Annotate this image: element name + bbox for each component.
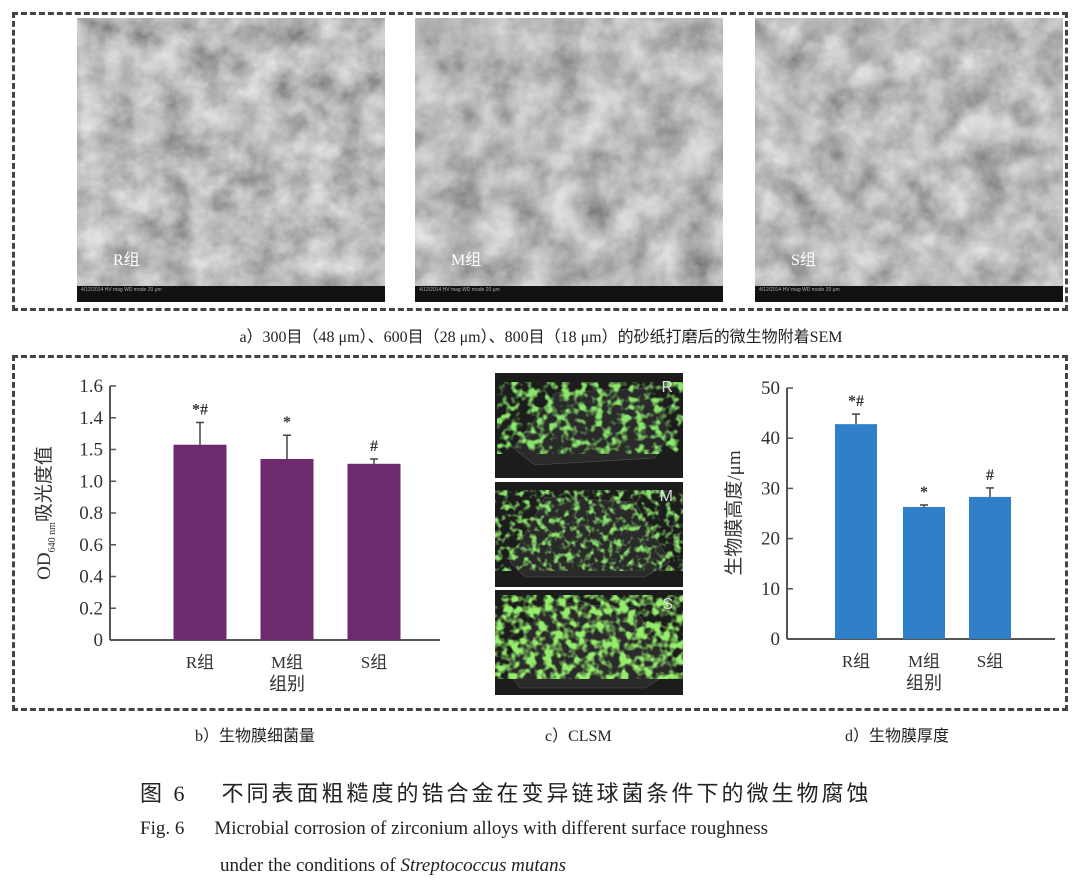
sem-image-m: M组 4/12/2014 HV mag WD mode 20 μm xyxy=(415,18,723,302)
y-tick-label: 0.8 xyxy=(79,503,103,524)
sem-footer: 4/12/2014 HV mag WD mode 20 μm xyxy=(755,286,1063,302)
bar xyxy=(173,444,227,640)
species-name: Streptococcus mutans xyxy=(400,855,566,876)
significance-marker: # xyxy=(986,467,994,484)
x-tick-label: S组 xyxy=(977,652,1003,671)
bar xyxy=(903,506,945,639)
significance-marker: *# xyxy=(192,402,208,419)
y-tick-label: 1.6 xyxy=(79,376,103,397)
significance-marker: * xyxy=(283,414,291,431)
y-tick-label: 40 xyxy=(761,428,780,449)
y-tick-label: 1.0 xyxy=(79,471,103,492)
significance-marker: * xyxy=(920,484,928,501)
y-tick-label: 50 xyxy=(761,378,780,399)
x-tick-label: M组 xyxy=(908,652,940,671)
figure-title-cn: 不同表面粗糙度的锆合金在变异链球菌条件下的微生物腐蚀 xyxy=(221,781,872,806)
y-tick-label: 0.4 xyxy=(79,567,103,588)
figure-title-en: Microbial corrosion of zirconium alloys … xyxy=(214,818,769,839)
clsm-image-s: S xyxy=(495,590,683,695)
panel-d-caption: d）生物膜厚度 xyxy=(845,728,950,745)
clsm-label: S xyxy=(662,596,673,613)
x-tick-label: R组 xyxy=(186,653,214,672)
clsm-label: R xyxy=(661,379,673,396)
y-tick-label: 10 xyxy=(761,579,780,600)
panel-a-frame xyxy=(12,12,1068,311)
bar xyxy=(347,463,401,640)
x-tick-label: S组 xyxy=(361,653,387,672)
panel-a-caption: a）300目（48 μm）、600目（28 μm）、800目（18 μm）的砂纸… xyxy=(239,329,843,346)
y-tick-label: 20 xyxy=(761,529,780,550)
y-tick-label: 0 xyxy=(771,629,781,650)
y-axis-label: OD640 nm吸光度值 xyxy=(33,446,58,580)
sem-label: S组 xyxy=(791,252,816,269)
bar xyxy=(260,459,314,640)
y-tick-label: 1.4 xyxy=(79,408,103,429)
significance-marker: *# xyxy=(848,393,864,410)
bar xyxy=(835,424,877,639)
panel-c-caption: c）CLSM xyxy=(545,728,612,745)
x-tick-label: M组 xyxy=(271,653,303,672)
sem-footer: 4/12/2014 HV mag WD mode 20 μm xyxy=(415,286,723,302)
sem-footer: 4/12/2014 HV mag WD mode 20 μm xyxy=(77,286,385,302)
figure-caption-en-line2: under the conditions of Streptococcus mu… xyxy=(220,855,566,877)
figure-number-en: Fig. 6 xyxy=(140,818,185,839)
y-tick-label: 0 xyxy=(94,630,104,651)
y-tick-label: 0.2 xyxy=(79,598,103,619)
panel-bcd-frame xyxy=(12,355,1068,711)
y-tick-label: 30 xyxy=(761,478,780,499)
sem-image-r: R组 4/12/2014 HV mag WD mode 20 μm xyxy=(77,18,385,302)
y-axis-label: 生物膜高度/μm xyxy=(723,450,745,575)
clsm-label: M xyxy=(659,488,673,505)
significance-marker: # xyxy=(370,438,378,455)
clsm-image-r: R xyxy=(495,373,683,478)
panel-b-caption: b）生物膜细菌量 xyxy=(195,728,316,745)
x-axis-label: 组别 xyxy=(269,674,305,694)
sem-label: R组 xyxy=(113,252,140,269)
x-axis-label: 组别 xyxy=(906,673,942,693)
y-tick-label: 1.5 xyxy=(79,440,103,461)
figure-number-cn: 图 6 xyxy=(140,781,188,806)
clsm-image-m: M xyxy=(495,482,683,587)
sem-label: M组 xyxy=(451,252,482,269)
bar xyxy=(969,496,1011,639)
y-tick-label: 0.6 xyxy=(79,535,103,556)
figure-caption-cn: 图 6 不同表面粗糙度的锆合金在变异链球菌条件下的微生物腐蚀 xyxy=(140,776,872,808)
figure-caption-en: Fig. 6 Microbial corrosion of zirconium a… xyxy=(140,818,768,840)
x-tick-label: R组 xyxy=(842,652,870,671)
caption-text: under the conditions of xyxy=(220,855,401,876)
sem-image-s: S组 4/12/2014 HV mag WD mode 20 μm xyxy=(755,18,1063,302)
